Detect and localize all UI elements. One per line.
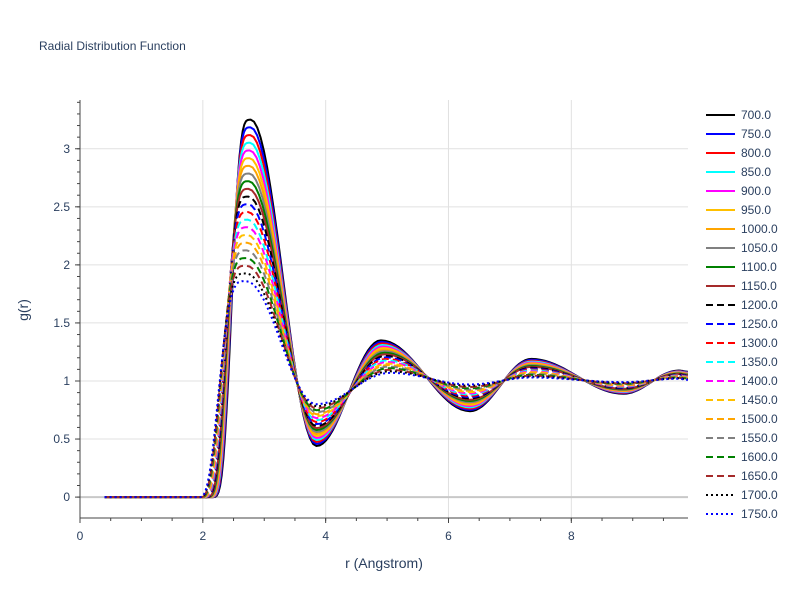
y-tick-label: 2 <box>63 258 70 272</box>
legend-label: 1250.0 <box>741 317 778 331</box>
series-line-1550.0[interactable] <box>104 249 688 499</box>
legend-label: 1050.0 <box>741 241 778 255</box>
legend-label: 1550.0 <box>741 431 778 445</box>
series-line-1600.0[interactable] <box>104 257 688 499</box>
series-line-700.0[interactable] <box>104 118 688 499</box>
legend-label: 950.0 <box>741 203 771 217</box>
legend-label: 1300.0 <box>741 336 778 350</box>
x-tick-label: 6 <box>445 529 452 543</box>
series-line-800.0[interactable] <box>104 134 688 499</box>
legend-label: 850.0 <box>741 165 771 179</box>
series-line-1350.0[interactable] <box>104 218 688 499</box>
x-axis-title: r (Angstrom) <box>345 555 423 571</box>
y-tick-label: 2.5 <box>53 200 70 214</box>
legend-label: 1100.0 <box>741 260 777 274</box>
legend-label: 1450.0 <box>741 393 778 407</box>
legend-item[interactable]: 1100.0 <box>706 260 777 274</box>
y-tick-label: 0 <box>63 490 70 504</box>
legend-label: 1750.0 <box>741 507 778 521</box>
series-line-1000.0[interactable] <box>104 164 688 499</box>
legend-item[interactable]: 1600.0 <box>706 450 778 464</box>
legend-label: 1400.0 <box>741 374 778 388</box>
legend-item[interactable]: 700.0 <box>706 108 771 122</box>
legend[interactable]: 700.0 750.0 800.0 850.0 900.0 950.0 1000.0 1050… <box>706 108 778 521</box>
legend-item[interactable]: 1650.0 <box>706 469 778 483</box>
legend-label: 1600.0 <box>741 450 778 464</box>
x-tick-label: 2 <box>199 529 206 543</box>
legend-item[interactable]: 1550.0 <box>706 431 778 445</box>
series-line-950.0[interactable] <box>104 157 688 499</box>
legend-item[interactable]: 1200.0 <box>706 298 778 312</box>
x-tick-label: 4 <box>322 529 329 543</box>
x-tick-label: 8 <box>568 529 575 543</box>
series-line-750.0[interactable] <box>104 126 688 499</box>
legend-item[interactable]: 1250.0 <box>706 317 778 331</box>
legend-item[interactable]: 1400.0 <box>706 374 778 388</box>
legend-item[interactable]: 1450.0 <box>706 393 778 407</box>
y-tick-label: 1 <box>63 374 70 388</box>
axes: 0 2 4 6 8 0 0.5 1 1.5 2 2.5 3 <box>53 100 688 543</box>
series-line-1450.0[interactable] <box>104 234 688 499</box>
legend-label: 700.0 <box>741 108 771 122</box>
legend-item[interactable]: 1150.0 <box>706 279 777 293</box>
legend-item[interactable]: 850.0 <box>706 165 771 179</box>
series-line-900.0[interactable] <box>104 149 688 499</box>
legend-label: 1350.0 <box>741 355 778 369</box>
legend-item[interactable]: 1350.0 <box>706 355 778 369</box>
legend-label: 900.0 <box>741 184 771 198</box>
chart-title: Radial Distribution Function <box>39 39 186 53</box>
legend-item[interactable]: 950.0 <box>706 203 771 217</box>
legend-label: 1150.0 <box>741 279 777 293</box>
series-line-1150.0[interactable] <box>104 187 688 499</box>
legend-item[interactable]: 1050.0 <box>706 241 778 255</box>
legend-label: 1500.0 <box>741 412 778 426</box>
series-line-1400.0[interactable] <box>104 226 688 499</box>
y-axis-title: g(r) <box>15 299 31 321</box>
legend-item[interactable]: 750.0 <box>706 127 771 141</box>
series-line-1050.0[interactable] <box>104 172 688 499</box>
legend-label: 1700.0 <box>741 488 778 502</box>
legend-label: 750.0 <box>741 127 771 141</box>
series-line-1100.0[interactable] <box>104 180 688 499</box>
plot-area[interactable] <box>104 118 689 499</box>
legend-label: 1200.0 <box>741 298 778 312</box>
series-line-1500.0[interactable] <box>104 241 688 499</box>
legend-item[interactable]: 1500.0 <box>706 412 778 426</box>
grid <box>80 100 688 518</box>
legend-label: 800.0 <box>741 146 771 160</box>
legend-item[interactable]: 800.0 <box>706 146 771 160</box>
y-tick-label: 0.5 <box>53 432 70 446</box>
legend-item[interactable]: 1000.0 <box>706 222 778 236</box>
legend-item[interactable]: 900.0 <box>706 184 771 198</box>
series-line-1300.0[interactable] <box>104 211 688 499</box>
y-tick-label: 3 <box>63 142 70 156</box>
legend-item[interactable]: 1750.0 <box>706 507 778 521</box>
legend-item[interactable]: 1300.0 <box>706 336 778 350</box>
series-line-850.0[interactable] <box>104 141 688 499</box>
legend-item[interactable]: 1700.0 <box>706 488 778 502</box>
series-line-1750.0[interactable] <box>104 280 688 499</box>
legend-label: 1000.0 <box>741 222 778 236</box>
y-tick-label: 1.5 <box>53 316 70 330</box>
legend-label: 1650.0 <box>741 469 778 483</box>
x-tick-label: 0 <box>77 529 84 543</box>
